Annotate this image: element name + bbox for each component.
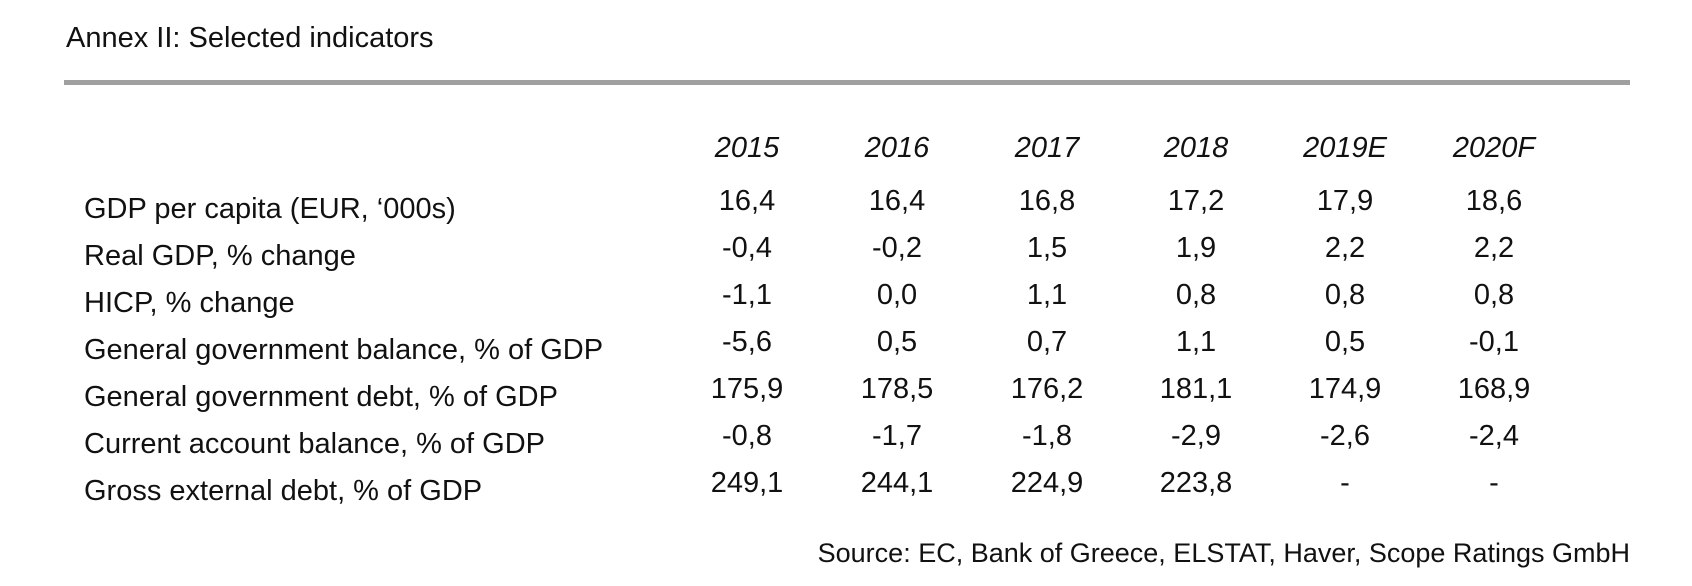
row-label: Real GDP, % change [84,240,356,272]
table-cell: 0,8 [1324,279,1366,311]
table-cell: 176,2 [1010,373,1084,405]
table-cell: 1,9 [1175,232,1217,264]
table-row: Gross external debt, % of GDP 249,1 244,… [0,465,1692,507]
column-header: 2016 [864,132,930,164]
table-cell: 174,9 [1308,373,1382,405]
row-label: Current account balance, % of GDP [84,428,546,460]
table-row: Current account balance, % of GDP -0,8 -… [0,418,1692,460]
table-row: GDP per capita (EUR, ‘000s) 16,4 16,4 16… [0,183,1692,225]
row-label: GDP per capita (EUR, ‘000s) [84,193,456,225]
table-cell: 181,1 [1159,373,1233,405]
row-label: General government balance, % of GDP [84,334,604,366]
table-row: Real GDP, % change -0,4 -0,2 1,5 1,9 2,2… [0,230,1692,272]
column-header: 2020F [1452,132,1536,164]
row-label: HICP, % change [84,287,295,319]
table-cell: 18,6 [1465,185,1523,217]
table-cell: -0,2 [872,232,922,264]
table-cell: -0,8 [722,420,772,452]
table-cell: -5,6 [722,326,772,358]
table-cell: - [1489,467,1499,499]
table-cell: 0,5 [1324,326,1366,358]
table-cell: 0,7 [1026,326,1068,358]
table-title: Annex II: Selected indicators [66,22,434,54]
table-cell: 0,5 [876,326,918,358]
table-cell: 1,1 [1175,326,1217,358]
column-header: 2015 [714,132,780,164]
table-cell: 16,4 [718,185,776,217]
table-row: General government debt, % of GDP 175,9 … [0,371,1692,413]
table-cell: 223,8 [1159,467,1233,499]
table-row: General government balance, % of GDP -5,… [0,324,1692,366]
table-cell: 16,8 [1018,185,1076,217]
table-cell: -1,1 [722,279,772,311]
table-cell: 1,1 [1026,279,1068,311]
table-cell: -2,9 [1171,420,1221,452]
table-cell: 249,1 [710,467,784,499]
table-cell: 2,2 [1473,232,1515,264]
table-row: HICP, % change -1,1 0,0 1,1 0,8 0,8 0,8 [0,277,1692,319]
table-cell: 17,9 [1316,185,1374,217]
table-cell: 0,8 [1473,279,1515,311]
table-cell: 175,9 [710,373,784,405]
table-cell: 178,5 [860,373,934,405]
row-label: Gross external debt, % of GDP [84,475,483,507]
table-cell: 168,9 [1457,373,1531,405]
column-header: 2017 [1014,132,1080,164]
title-divider [64,80,1630,85]
table-cell: 16,4 [868,185,926,217]
table-cell: -2,4 [1469,420,1519,452]
table-cell: - [1340,467,1350,499]
column-header: 2018 [1163,132,1229,164]
table-cell: 0,8 [1175,279,1217,311]
table-cell: -0,4 [722,232,772,264]
source-note: Source: EC, Bank of Greece, ELSTAT, Have… [817,538,1630,568]
column-header: 2019E [1303,132,1387,164]
table-cell: 17,2 [1167,185,1225,217]
table-cell: -1,7 [872,420,922,452]
table-cell: 224,9 [1010,467,1084,499]
table-cell: -2,6 [1320,420,1370,452]
table-cell: 2,2 [1324,232,1366,264]
table-cell: -1,8 [1022,420,1072,452]
table-cell: 1,5 [1026,232,1068,264]
table-cell: 244,1 [860,467,934,499]
table-cell: -0,1 [1469,326,1519,358]
table-cell: 0,0 [876,279,918,311]
row-label: General government debt, % of GDP [84,381,558,413]
